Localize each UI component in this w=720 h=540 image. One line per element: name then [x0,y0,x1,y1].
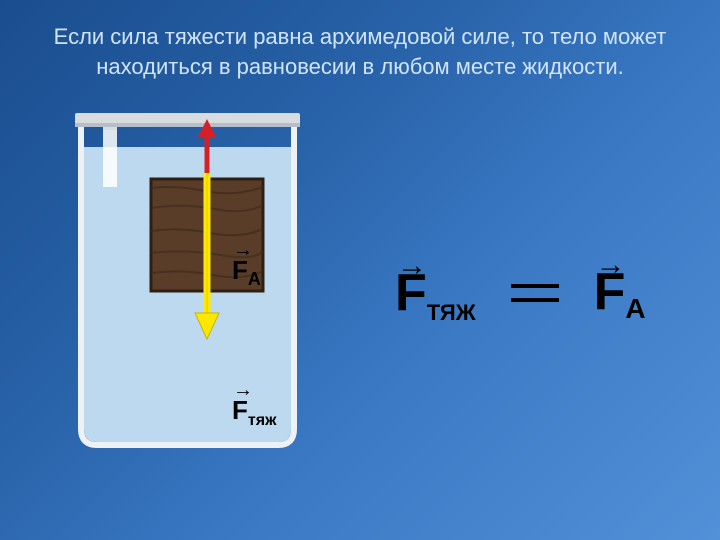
content-area: → FA → Fтяж → FТЯЖ → FA [0,81,720,511]
formula-right: → FA [594,266,646,320]
fa-label: → FA [232,255,261,290]
vector-arrow-icon: → [596,248,624,282]
formula-left: → FТЯЖ [395,267,476,320]
fa-sub: A [248,270,261,290]
slide-title: Если сила тяжести равна архимедовой силе… [0,0,720,81]
vector-arrow-icon: → [233,239,253,262]
formula: → FТЯЖ → FA [395,266,646,320]
vector-arrow-icon: → [397,249,425,283]
equals-icon [511,278,559,308]
vector-arrow-icon: → [233,379,253,402]
formula-left-sub: ТЯЖ [427,300,476,325]
ftyazh-label: → Fтяж [232,395,276,430]
formula-right-sub: A [625,293,645,324]
ftyazh-sub: тяж [248,413,277,430]
beaker-diagram [75,113,315,478]
